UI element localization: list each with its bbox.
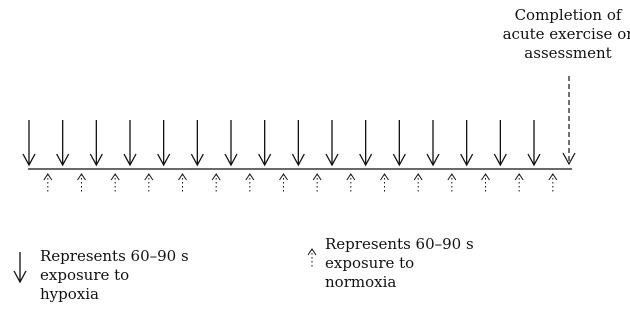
hypoxia-arrow-group [22,120,541,167]
legend-hypoxia-line: Represents 60–90 s [40,247,189,265]
normoxia-arrow-icon [312,173,322,194]
legend-hypoxia-text: Represents 60–90 s exposure to hypoxia [40,247,189,304]
normoxia-arrow-icon [178,173,187,194]
completion-label: Completion of acute exercise or assessme… [478,6,630,63]
legend-normoxia-line: Represents 60–90 s [325,235,474,253]
normoxia-arrow-icon [110,173,120,194]
legend-normoxia-line: exposure to [325,254,415,272]
hypoxia-arrow-icon [527,120,541,167]
legend-normoxia-text: Represents 60–90 s exposure to normoxia [325,235,474,292]
normoxia-arrow-icon [346,173,356,194]
hypoxia-arrow-icon [190,120,204,167]
hypoxia-arrow-icon [392,120,406,167]
normoxia-arrow-icon [279,173,288,194]
normoxia-arrow-icon [548,173,558,194]
normoxia-arrow-icon [245,173,255,194]
hypoxia-arrow-icon [460,120,474,167]
completion-label-line: acute exercise or [502,25,630,43]
hypoxia-arrow-icon [56,120,70,167]
normoxia-arrow-icon [413,173,423,194]
hypoxia-arrow-icon [426,120,440,167]
hypoxia-arrow-icon [224,120,238,167]
completion-label-line: Completion of [514,6,622,24]
normoxia-arrow-icon [514,173,524,194]
legend-hypoxia-arrow-icon [13,252,27,284]
normoxia-arrow-icon [144,173,154,194]
legend-hypoxia-line: exposure to [40,266,130,284]
hypoxia-arrow-icon [359,120,373,167]
hypoxia-arrow-icon [89,120,103,167]
completion-dashed-arrow [562,76,576,166]
legend-normoxia-arrow-icon [307,248,317,267]
normoxia-arrow-icon [43,173,53,194]
hypoxia-arrow-icon [22,120,36,167]
normoxia-arrow-icon [447,173,457,194]
hypoxia-arrow-icon [157,120,171,167]
legend-normoxia-line: normoxia [325,273,397,291]
normoxia-arrow-icon [211,173,221,194]
legend-hypoxia-line: hypoxia [40,285,99,303]
hypoxia-arrow-icon [291,120,305,167]
hypoxia-arrow-icon [258,120,272,167]
normoxia-arrow-icon [77,173,86,194]
normoxia-arrow-group [43,173,558,194]
hypoxia-arrow-icon [325,120,339,167]
completion-label-line: assessment [524,44,612,62]
normoxia-arrow-icon [481,173,490,194]
hypoxia-arrow-icon [123,120,137,167]
hypoxia-arrow-icon [493,120,507,167]
normoxia-arrow-icon [380,173,389,194]
